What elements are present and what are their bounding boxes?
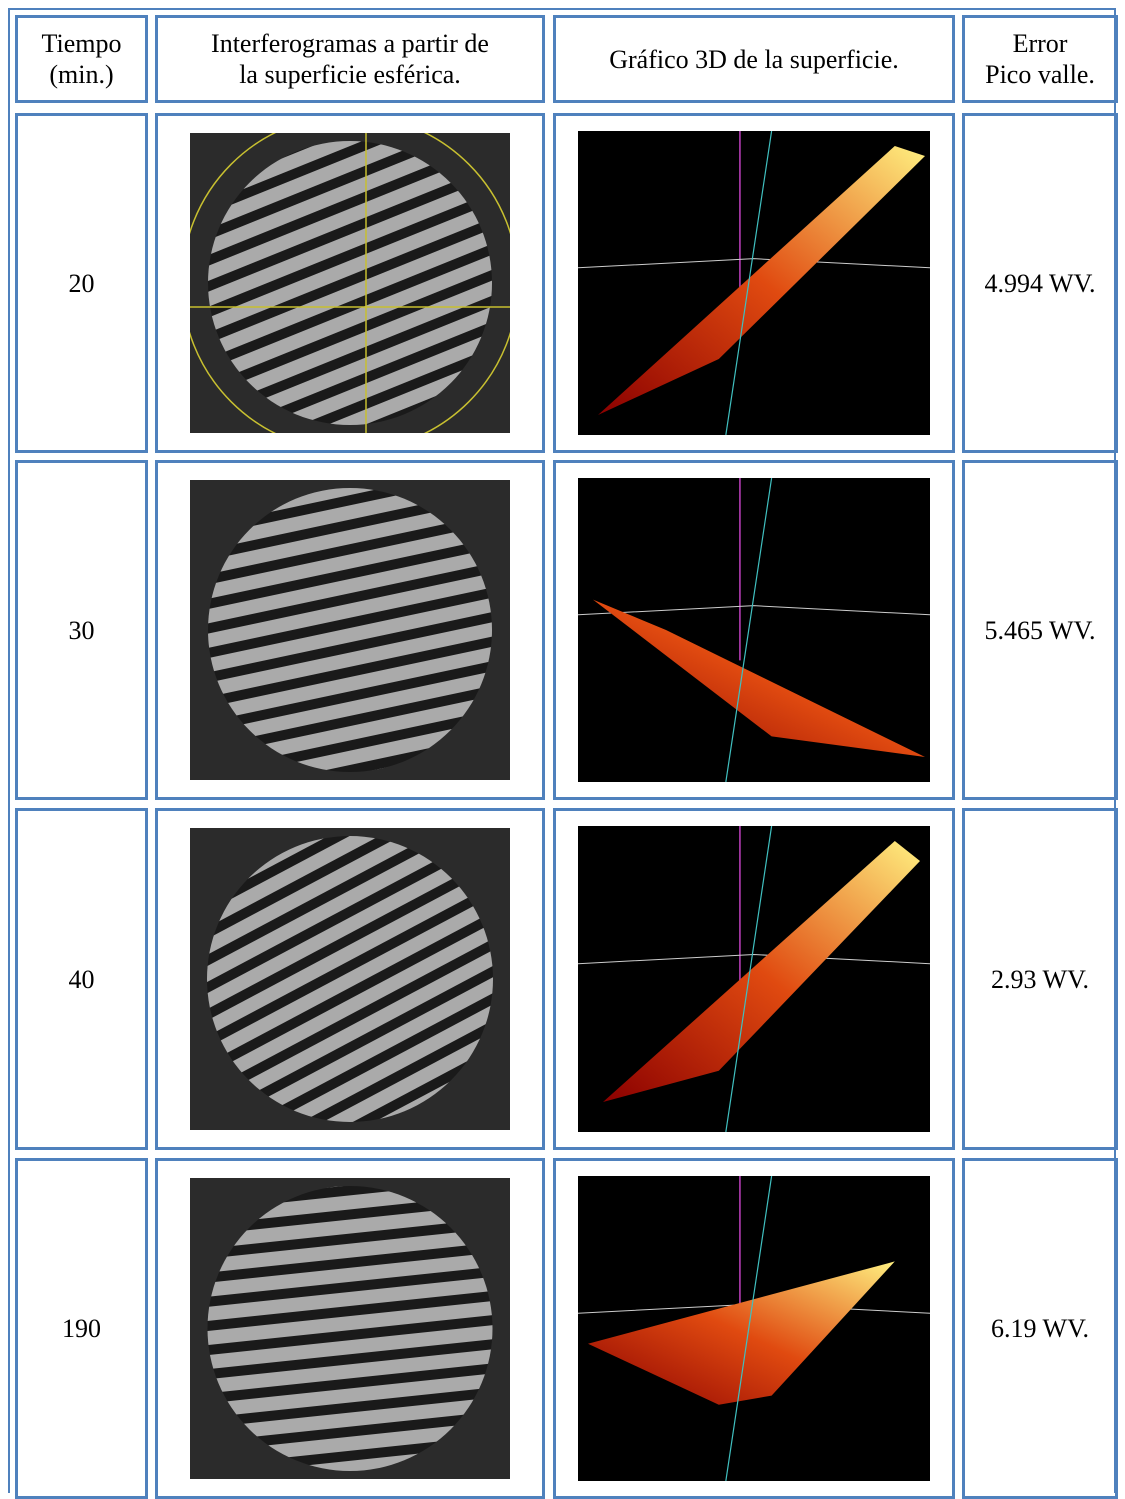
interferogram [190,480,510,780]
time: 30 [69,615,95,646]
time: 40 [69,964,95,995]
aperture [208,488,492,772]
image-cell [553,808,955,1150]
header-text: (min.) [49,59,113,90]
image-cell [155,1158,545,1499]
time: 20 [69,268,95,299]
error-cell: 2.93 WV. [962,808,1118,1150]
interferogram [190,133,510,433]
error: 4.994 WV. [985,268,1096,299]
surface-plot [578,1176,930,1481]
image-cell [553,1158,955,1499]
aperture [207,836,493,1122]
time-cell: 40 [15,808,148,1150]
image-cell [155,808,545,1150]
error: 6.19 WV. [991,1313,1089,1344]
time-cell: 190 [15,1158,148,1499]
interferogram [190,828,510,1130]
image-cell [553,113,955,453]
image-cell [553,460,955,800]
time: 190 [62,1313,101,1344]
error-cell: 5.465 WV. [962,460,1118,800]
error-cell: 6.19 WV. [962,1158,1118,1499]
error: 2.93 WV. [991,964,1089,995]
header-text: la superficie esférica. [239,59,461,90]
header-text: Interferogramas a partir de [211,28,489,59]
image-cell [155,113,545,453]
interferogram [190,1178,510,1479]
header-cell: Tiempo(min.) [15,15,148,103]
surface-plot [578,478,930,782]
time-cell: 30 [15,460,148,800]
header-text: Tiempo [42,28,122,59]
error: 5.465 WV. [985,615,1096,646]
header-cell: Gráfico 3D de la superficie. [553,15,955,103]
image-cell [155,460,545,800]
aperture [208,1186,493,1471]
header-text: Error [1013,28,1068,59]
time-cell: 20 [15,113,148,453]
surface-plot [578,131,930,435]
surface-plot [578,826,930,1132]
header-text: Gráfico 3D de la superficie. [609,44,898,75]
header-text: Pico valle. [985,59,1095,90]
aperture [208,141,492,425]
error-cell: 4.994 WV. [962,113,1118,453]
